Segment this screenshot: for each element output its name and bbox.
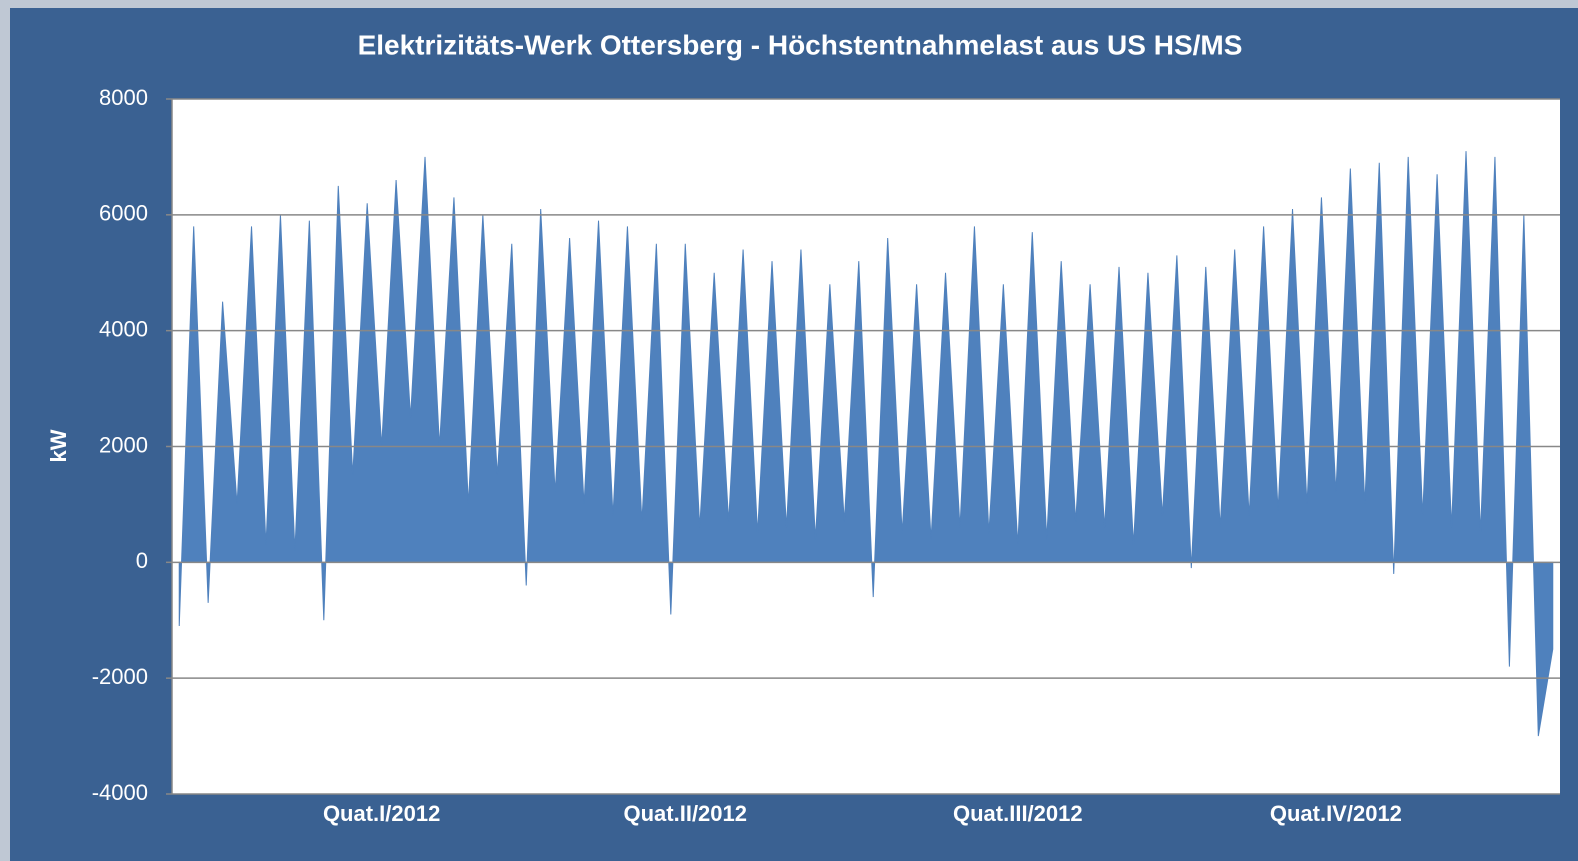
y-tick-label: 6000 bbox=[99, 201, 148, 226]
y-tick-label: -4000 bbox=[92, 780, 148, 805]
y-axis-label: kW bbox=[46, 429, 71, 462]
y-tick-label: 8000 bbox=[99, 85, 148, 110]
y-tick-label: 2000 bbox=[99, 432, 148, 457]
x-tick-label: Quat.III/2012 bbox=[953, 801, 1083, 826]
y-tick-label: 0 bbox=[136, 548, 148, 573]
x-tick-label: Quat.II/2012 bbox=[624, 801, 748, 826]
y-tick-label: 4000 bbox=[99, 316, 148, 341]
y-tick-label: -2000 bbox=[92, 664, 148, 689]
x-tick-label: Quat.IV/2012 bbox=[1270, 801, 1402, 826]
chart-title: Elektrizitäts-Werk Ottersberg - Höchsten… bbox=[358, 29, 1243, 60]
x-tick-label: Quat.I/2012 bbox=[323, 801, 440, 826]
